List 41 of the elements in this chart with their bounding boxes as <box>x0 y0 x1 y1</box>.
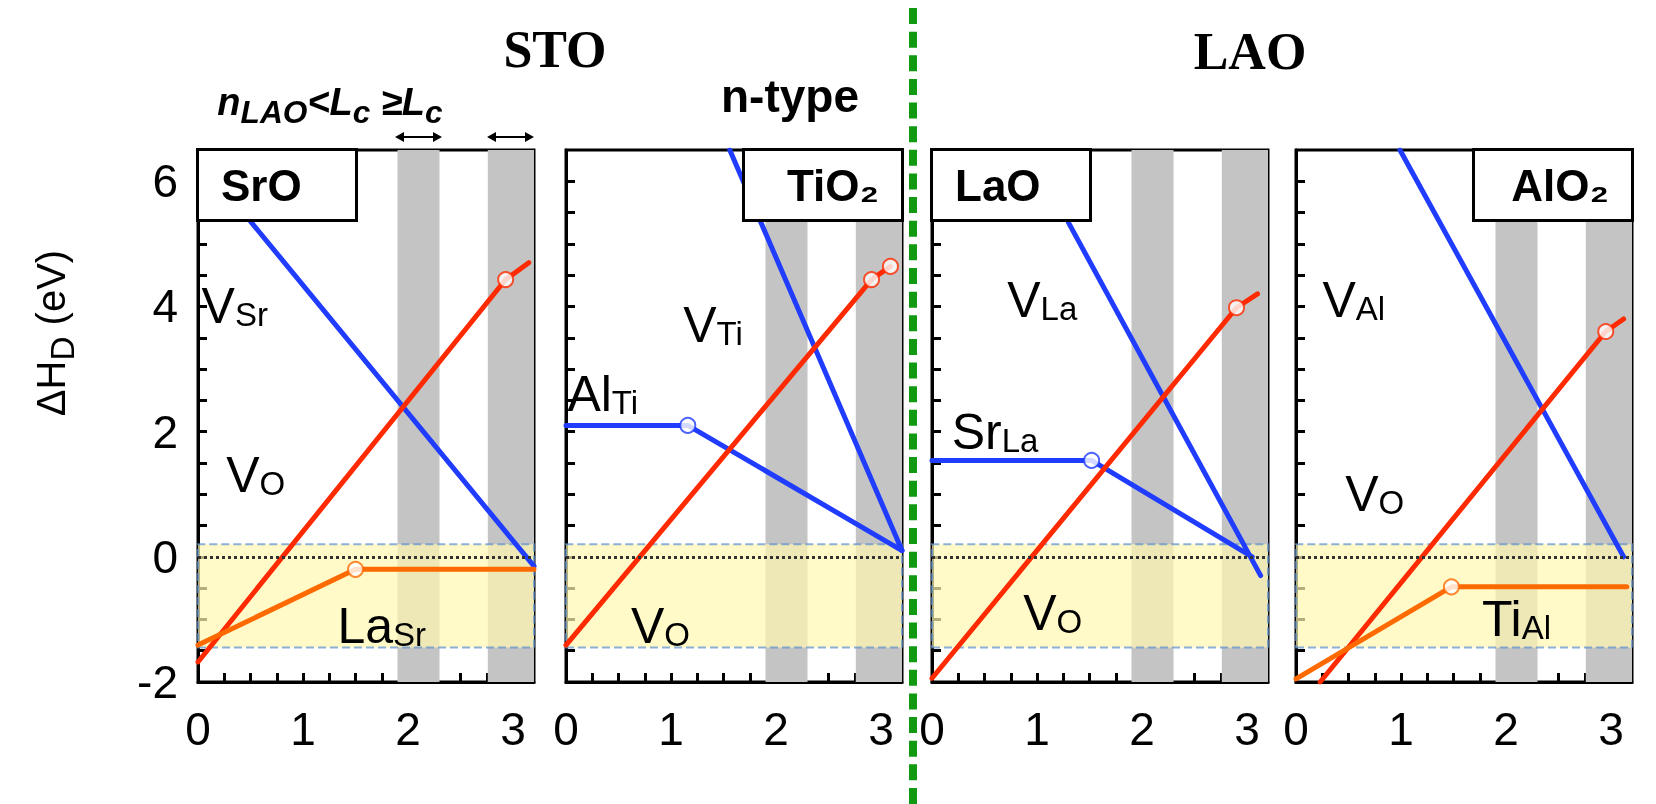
x-tick-label: 1 <box>1388 703 1414 755</box>
series-label: SrLa <box>951 403 1039 460</box>
x-tick-label: 2 <box>763 703 789 755</box>
x-tick-label: 2 <box>1129 703 1155 755</box>
chart-title: SrO <box>221 160 302 210</box>
x-tick-label: 2 <box>1493 703 1519 755</box>
y-tick-label: -2 <box>137 656 178 708</box>
x-tick-label: 0 <box>919 703 945 755</box>
x-tick-label: 1 <box>290 703 316 755</box>
series-label: VAl <box>1322 272 1386 329</box>
x-tick-label: 3 <box>500 703 526 755</box>
series-label: VO <box>226 447 286 504</box>
x-tick-label: 0 <box>185 703 211 755</box>
x-tick-label: 0 <box>1283 703 1309 755</box>
series-label: VLa <box>1007 272 1078 329</box>
text: LAO <box>1193 23 1307 80</box>
series-label: VO <box>1345 466 1405 523</box>
series-label: LaSr <box>337 597 427 654</box>
chart-title: LaO <box>955 160 1041 210</box>
y-tick-label: 2 <box>152 405 178 458</box>
x-tick-label: 3 <box>868 703 894 755</box>
x-tick-label: 0 <box>553 703 579 755</box>
series-label: VTi <box>683 297 743 354</box>
y-tick-label: 0 <box>152 530 178 583</box>
chart-title: TiO₂ <box>786 160 879 210</box>
x-tick-label: 1 <box>658 703 684 755</box>
x-tick-label: 3 <box>1234 703 1260 755</box>
series-label: AlTi <box>567 366 639 423</box>
chart-title: AlO₂ <box>1511 160 1609 210</box>
x-tick-label: 2 <box>395 703 421 755</box>
x-tick-label: 1 <box>1024 703 1050 755</box>
y-tick-label: 4 <box>152 280 178 333</box>
y-tick-label: 6 <box>152 155 178 208</box>
series-label: VSr <box>201 278 268 335</box>
series-label: VO <box>1023 585 1083 642</box>
series-label: VO <box>630 597 691 654</box>
text: STO <box>503 21 607 78</box>
series-label: TiAl <box>1481 591 1552 648</box>
text: n-type <box>721 70 859 122</box>
text: n$_{LAO}$<L$_{c}$ ≥L$_{c}$ <box>217 80 443 131</box>
x-tick-label: 3 <box>1598 703 1624 755</box>
